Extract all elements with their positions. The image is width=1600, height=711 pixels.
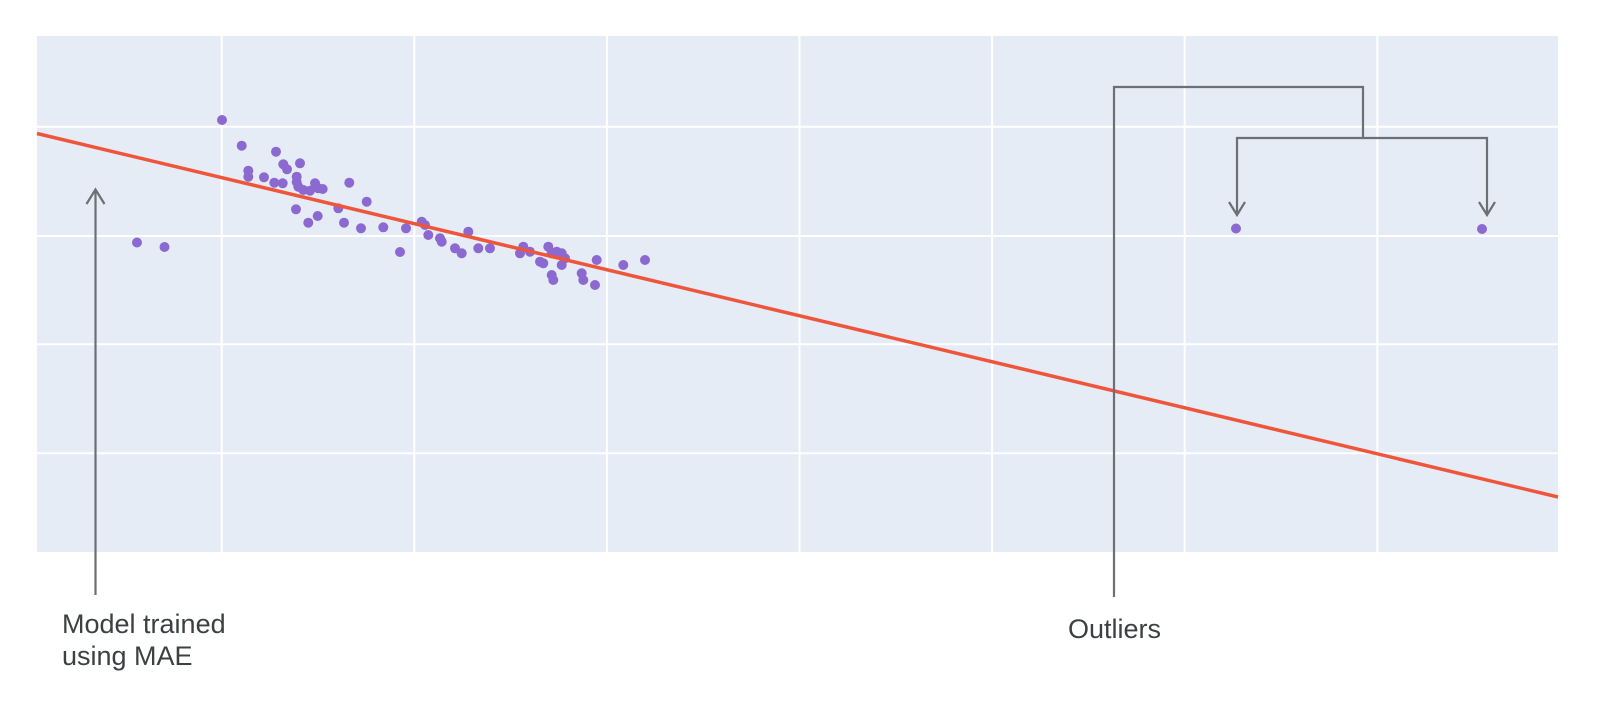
scatter-point [538,258,549,269]
scatter-point [356,223,366,234]
scatter-point [159,242,170,252]
scatter-point [303,217,314,228]
plot-background [37,36,1558,552]
scatter-point [395,247,405,257]
scatter-point [378,222,389,233]
scatter-point [259,172,269,183]
outliers-fork-line [1235,136,1489,214]
scatter-point [401,223,411,234]
scatter-point [305,185,315,196]
mae-arrow-head [85,187,106,205]
scatter-point [344,177,355,188]
scatter-point [271,146,281,157]
scatter-point [291,204,301,215]
scatter-point [269,177,280,188]
scatter-point [590,280,600,290]
scatter-point [361,196,372,207]
mae-annotation-label: Model trained using MAE [62,609,226,671]
scatter-point [556,260,567,270]
scatter-point [618,260,629,270]
scatter-point [295,158,305,169]
scatter-point [640,255,650,265]
scatter-point [317,184,328,194]
outlier-point [1231,223,1241,234]
scatter-point [485,243,495,254]
scatter-point [591,255,602,265]
scatter-point [243,171,254,182]
outliers-connector-line [1112,85,1365,597]
scatter-point [548,275,559,285]
scatter-point [473,243,484,254]
scatter-point [217,115,227,125]
scatter-point [436,236,447,247]
outliers-arrow-head-right [1478,201,1496,218]
scatter-point [423,230,434,240]
scatter-point [236,140,247,151]
scatter-point [277,178,288,189]
scatter-point [456,248,467,259]
outliers-arrow-head-left [1228,201,1246,218]
outlier-point [1477,224,1487,234]
scatter-point [339,217,349,228]
outliers-annotation-label: Outliers [1068,614,1162,644]
scatter-point [578,275,589,285]
scatter-point [282,164,292,175]
trend-line-mae [36,131,1559,499]
scatter-point [132,237,142,248]
scatter-point [312,211,323,221]
